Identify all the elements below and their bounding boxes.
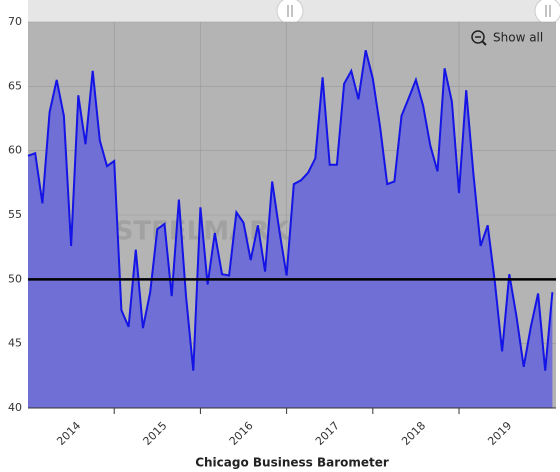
x-tick-label: 2016 <box>227 419 256 448</box>
y-tick-label: 60 <box>8 144 22 157</box>
x-tick-label: 2019 <box>485 419 514 448</box>
x-tick-label: 2014 <box>54 419 83 448</box>
y-tick-label: 45 <box>8 337 22 350</box>
nav-handle-left[interactable] <box>276 0 304 25</box>
y-tick-label: 40 <box>8 401 22 414</box>
x-axis-title: Chicago Business Barometer <box>195 456 389 470</box>
show-all-text[interactable]: Show all <box>493 31 543 45</box>
x-tick-label: 2017 <box>313 419 342 448</box>
y-tick-label: 65 <box>8 79 22 92</box>
y-tick-label: 70 <box>8 15 22 28</box>
y-tick-label: 50 <box>8 272 22 285</box>
x-tick-label: 2018 <box>399 419 428 448</box>
line <box>27 50 554 371</box>
x-tick-label: 2015 <box>141 419 170 448</box>
show-all-button[interactable]: Show all <box>471 30 543 46</box>
nav-handle-right[interactable] <box>534 0 560 25</box>
y-tick-label: 55 <box>8 208 22 221</box>
area <box>28 50 553 409</box>
